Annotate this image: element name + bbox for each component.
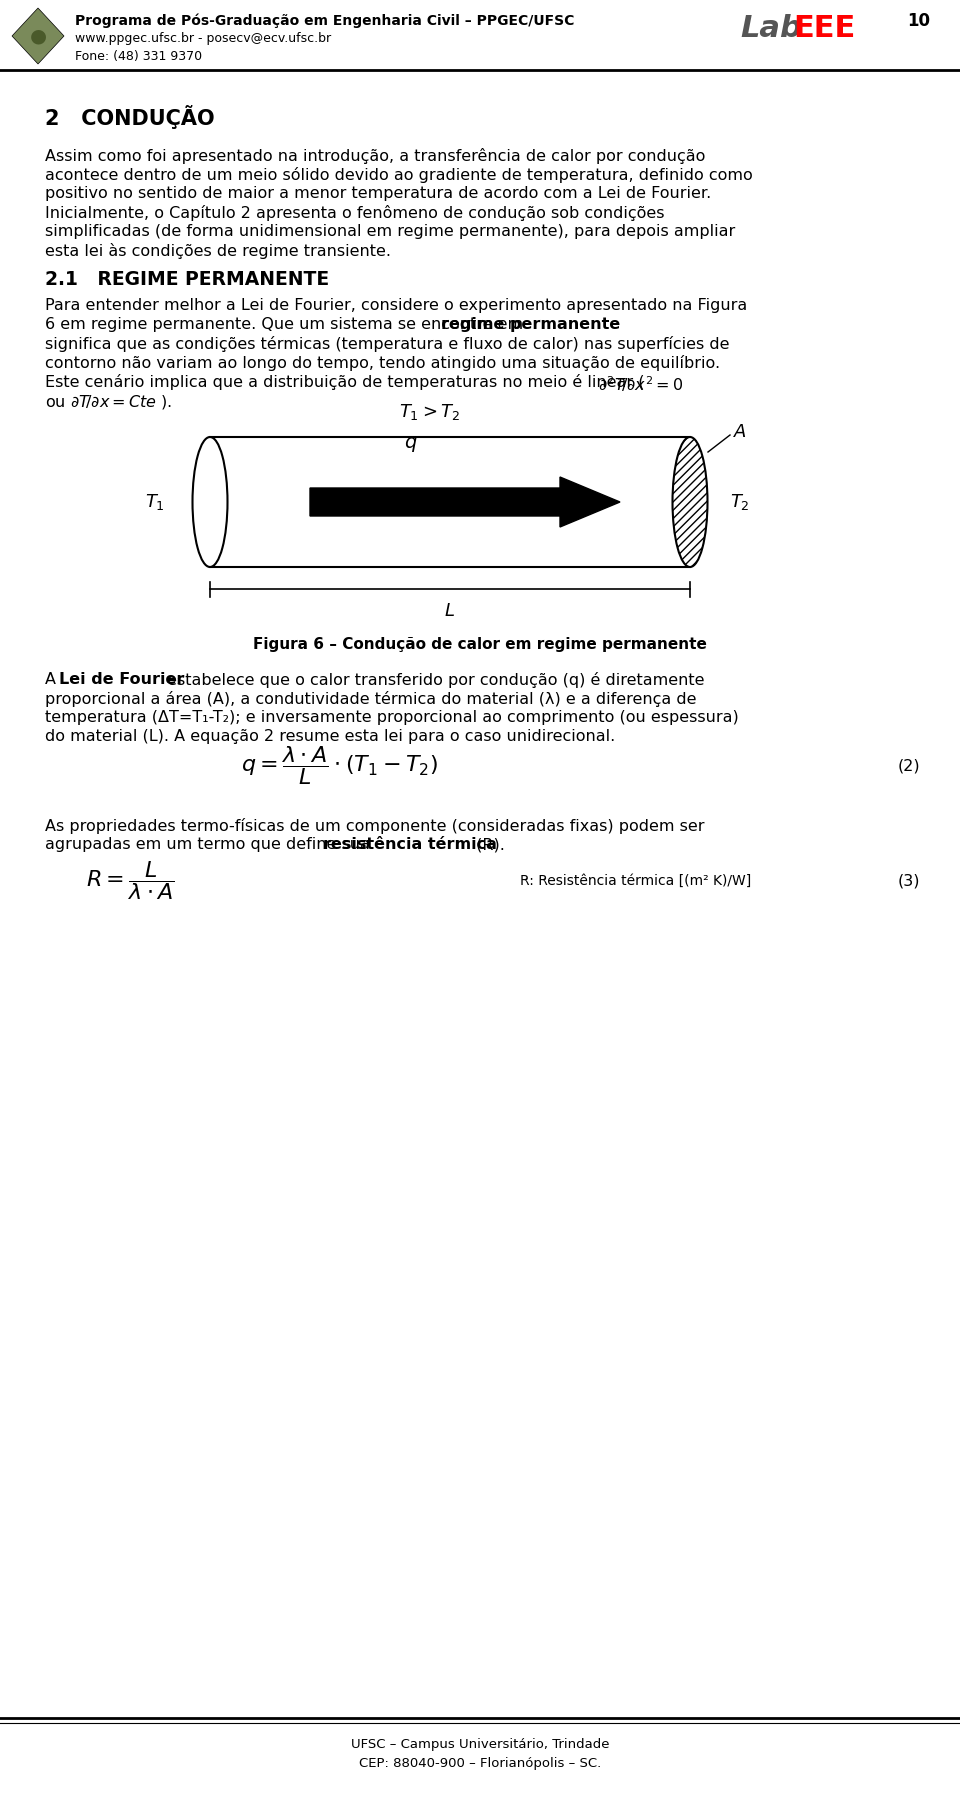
Text: Fone: (48) 331 9370: Fone: (48) 331 9370 [75,50,203,63]
Text: A: A [45,672,61,686]
Text: Lei de Fourier: Lei de Fourier [59,672,184,686]
Text: $T_1 > T_2$: $T_1 > T_2$ [399,402,461,421]
Text: esta lei às condições de regime transiente.: esta lei às condições de regime transien… [45,243,391,259]
Text: L: L [445,602,455,620]
Text: significa que as condições térmicas (temperatura e fluxo de calor) nas superfíci: significa que as condições térmicas (tem… [45,337,730,351]
Text: (R).: (R). [471,837,505,852]
Text: proporcional a área (A), a condutividade térmica do material (λ) e a diferença d: proporcional a área (A), a condutividade… [45,692,697,708]
Text: $T_2$: $T_2$ [731,492,750,511]
Text: A: A [733,423,746,441]
Text: Inicialmente, o Capítulo 2 apresenta o fenômeno de condução sob condições: Inicialmente, o Capítulo 2 apresenta o f… [45,205,664,222]
Text: $T_1$: $T_1$ [145,492,165,511]
Text: estabelece que o calor transferido por condução (q) é diretamente: estabelece que o calor transferido por c… [162,672,705,688]
Text: $q = \dfrac{\lambda \cdot A}{L} \cdot (T_1 - T_2)$: $q = \dfrac{\lambda \cdot A}{L} \cdot (T… [242,744,439,787]
Text: temperatura (ΔT=T₁-T₂); e inversamente proporcional ao comprimento (ou espessura: temperatura (ΔT=T₁-T₂); e inversamente p… [45,710,739,726]
Text: 2.1   REGIME PERMANENTE: 2.1 REGIME PERMANENTE [45,270,329,288]
Text: contorno não variam ao longo do tempo, tendo atingido uma situação de equilíbrio: contorno não variam ao longo do tempo, t… [45,355,720,371]
FancyArrow shape [310,477,620,528]
Ellipse shape [673,438,708,567]
Text: Este cenário implica que a distribuição de temperaturas no meio é linear (: Este cenário implica que a distribuição … [45,375,644,391]
Text: Assim como foi apresentado na introdução, a transferência de calor por condução: Assim como foi apresentado na introdução… [45,148,706,164]
Text: q: q [404,432,417,452]
Text: CEP: 88040-900 – Florianópolis – SC.: CEP: 88040-900 – Florianópolis – SC. [359,1758,601,1770]
Text: simplificadas (de forma unidimensional em regime permanente), para depois amplia: simplificadas (de forma unidimensional e… [45,223,735,240]
Text: regime permanente: regime permanente [441,317,620,331]
Text: EEE: EEE [793,14,855,43]
Text: do material (L). A equação 2 resume esta lei para o caso unidirecional.: do material (L). A equação 2 resume esta… [45,729,615,744]
Text: agrupadas em um termo que define sua: agrupadas em um termo que define sua [45,837,375,852]
Text: (3): (3) [898,873,920,888]
Text: acontece dentro de um meio sólido devido ao gradiente de temperatura, definido c: acontece dentro de um meio sólido devido… [45,167,753,184]
Text: Figura 6 – Condução de calor em regime permanente: Figura 6 – Condução de calor em regime p… [253,638,707,652]
Text: $\partial^2 T\!/\partial x^2 = 0$: $\partial^2 T\!/\partial x^2 = 0$ [598,375,684,394]
Text: UFSC – Campus Universitário, Trindade: UFSC – Campus Universitário, Trindade [350,1738,610,1751]
Text: 6 em regime permanente. Que um sistema se encontre em: 6 em regime permanente. Que um sistema s… [45,317,528,331]
Text: www.ppgec.ufsc.br - posecv@ecv.ufsc.br: www.ppgec.ufsc.br - posecv@ecv.ufsc.br [75,32,331,45]
Text: positivo no sentido de maior a menor temperatura de acordo com a Lei de Fourier.: positivo no sentido de maior a menor tem… [45,186,711,202]
Text: 10: 10 [907,13,930,31]
Polygon shape [12,7,64,65]
Text: resistência térmica: resistência térmica [323,837,497,852]
Text: Lab: Lab [740,14,802,43]
Text: (2): (2) [898,758,920,773]
Text: As propriedades termo-físicas de um componente (consideradas fixas) podem ser: As propriedades termo-físicas de um comp… [45,818,705,834]
Text: R: Resistência térmica [(m² K)/W]: R: Resistência térmica [(m² K)/W] [520,873,752,888]
Text: Programa de Pós-Graduação em Engenharia Civil – PPGEC/UFSC: Programa de Pós-Graduação em Engenharia … [75,14,574,29]
Text: ou $\partial T\!/\partial x = Cte$ ).: ou $\partial T\!/\partial x = Cte$ ). [45,393,172,411]
Text: ●: ● [30,27,46,45]
Text: 2   CONDUÇÃO: 2 CONDUÇÃO [45,104,215,130]
Text: $R = \dfrac{L}{\lambda \cdot A}$: $R = \dfrac{L}{\lambda \cdot A}$ [85,859,175,902]
Text: Para entender melhor a Lei de Fourier, considere o experimento apresentado na Fi: Para entender melhor a Lei de Fourier, c… [45,297,747,313]
